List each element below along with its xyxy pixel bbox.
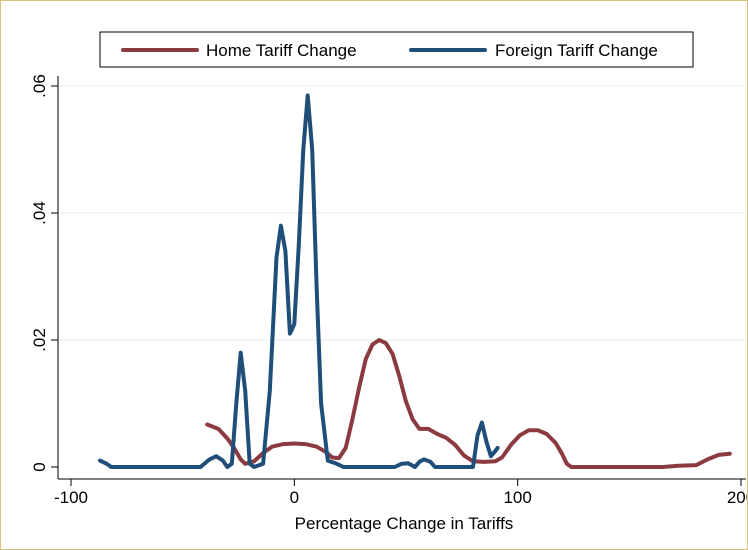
x-tick-label: 100 [503, 488, 531, 507]
x-tick-label: 0 [290, 488, 299, 507]
series-lines [98, 93, 732, 469]
x-axis-title: Percentage Change in Tariffs [295, 514, 514, 533]
x-tick-label: -100 [54, 488, 88, 507]
series-line-home [205, 338, 732, 469]
series-line-foreign [98, 93, 500, 469]
y-tick-label: .06 [30, 74, 49, 98]
legend-label: Foreign Tariff Change [495, 41, 658, 60]
y-tick-label: .02 [30, 328, 49, 352]
tick-marks: 0 .02 .04 .06 -100 0 100 200 [30, 74, 747, 507]
legend: Home Tariff Change Foreign Tariff Change [99, 31, 694, 68]
legend-label: Home Tariff Change [206, 41, 357, 60]
gridlines [59, 85, 746, 341]
axes [57, 76, 746, 480]
y-tick-label: 0 [30, 462, 49, 471]
x-tick-label: 200 [727, 488, 747, 507]
y-tick-label: .04 [30, 201, 49, 225]
